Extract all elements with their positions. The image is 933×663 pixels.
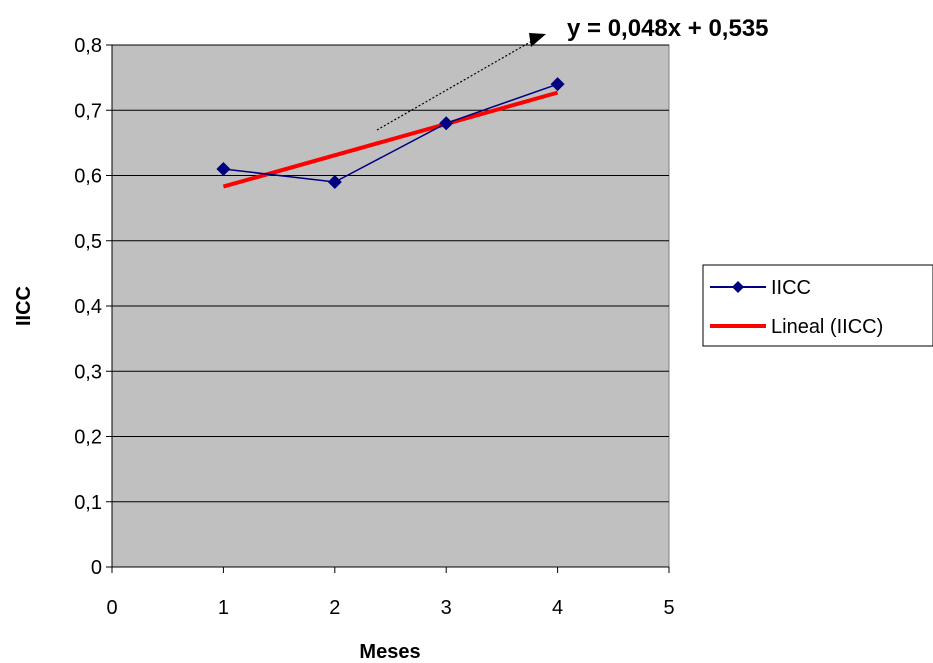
legend: IICC Lineal (IICC) bbox=[702, 264, 933, 347]
ticks: 0 0,1 0,2 0,3 0,4 0,5 0,6 0,7 0,8 0 1 2 3 4 5 bbox=[74, 35, 674, 619]
y-tick-label: 0,1 bbox=[74, 492, 102, 514]
x-tick-label: 0 bbox=[106, 597, 117, 619]
x-tick-label: 2 bbox=[329, 597, 340, 619]
gridlines bbox=[112, 44, 669, 503]
equation-arrowhead bbox=[529, 33, 546, 47]
y-tick-label: 0,4 bbox=[74, 296, 102, 318]
y-tick-label: 0,2 bbox=[74, 427, 102, 449]
y-tick-label: 0,3 bbox=[74, 361, 102, 383]
equation-leader-line bbox=[376, 40, 533, 131]
legend-item-iicc: IICC bbox=[710, 277, 811, 299]
legend-item-lineal: Lineal (IICC) bbox=[710, 316, 883, 338]
legend-box bbox=[702, 264, 933, 347]
data-point-iicc bbox=[216, 161, 231, 176]
y-tick-label: 0 bbox=[91, 557, 102, 579]
y-tick-label: 0,7 bbox=[74, 100, 102, 122]
y-axis-title: IICC bbox=[13, 286, 35, 326]
data-point-iicc bbox=[327, 175, 342, 190]
data-point-iicc bbox=[439, 116, 454, 131]
legend-marker-iicc bbox=[732, 281, 744, 293]
trendline-series bbox=[222, 90, 559, 189]
data-series bbox=[216, 77, 565, 190]
x-tick-label: 3 bbox=[441, 597, 452, 619]
legend-label-lineal: Lineal (IICC) bbox=[771, 316, 883, 338]
x-tick-label: 1 bbox=[218, 597, 229, 619]
trendline bbox=[222, 90, 559, 189]
data-point-iicc bbox=[550, 77, 565, 92]
x-tick-label: 5 bbox=[663, 597, 674, 619]
y-tick-label: 0,8 bbox=[74, 35, 102, 57]
y-tick-label: 0,6 bbox=[74, 166, 102, 188]
series-line-iicc bbox=[223, 83, 558, 183]
equation-text: y = 0,048x + 0,535 bbox=[567, 15, 769, 42]
trendline-equation: y = 0,048x + 0,535 bbox=[376, 15, 769, 131]
legend-label-iicc: IICC bbox=[771, 277, 811, 299]
y-tick-label: 0,5 bbox=[74, 231, 102, 253]
x-axis-title: Meses bbox=[359, 641, 420, 663]
x-tick-label: 4 bbox=[552, 597, 563, 619]
